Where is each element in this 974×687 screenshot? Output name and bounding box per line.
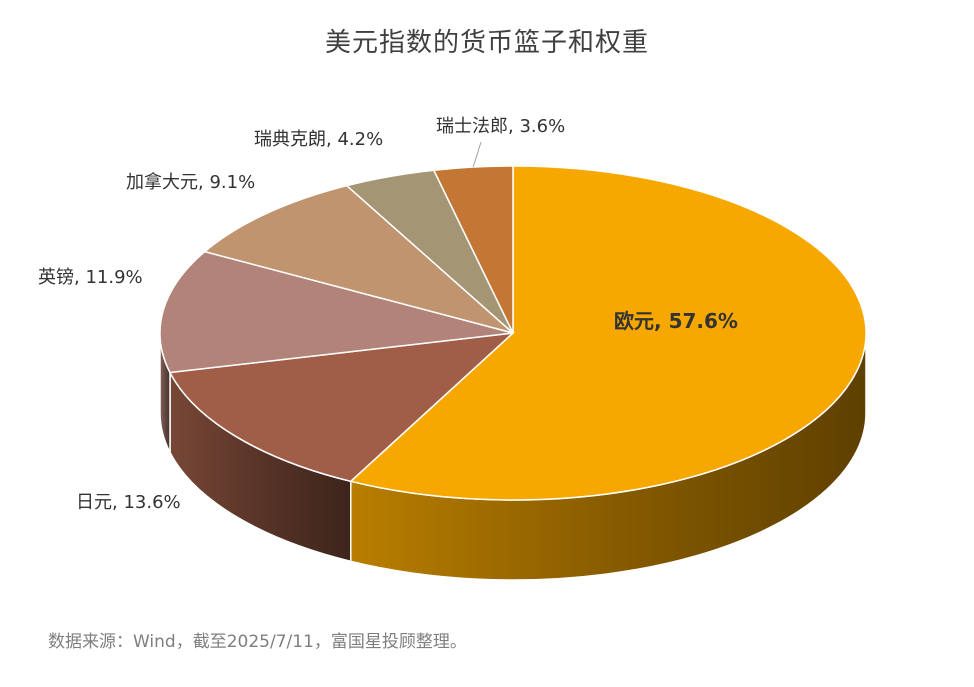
slice-label-3: 加拿大元, 9.1% (126, 171, 255, 193)
pie-slice-2[interactable] (159, 250, 514, 374)
slice-label-1: 日元, 13.6% (76, 492, 181, 513)
slice-label-4: 瑞典克朗, 4.2% (254, 129, 383, 150)
pie-slice-0[interactable] (349, 165, 867, 501)
source-note: 数据来源：Wind，截至2025/7/11，富国星投顾整理。 (48, 632, 467, 652)
pie-slice-5[interactable] (432, 165, 514, 334)
slice-label-2: 英镑, 11.9% (38, 267, 143, 288)
pie-slice-1[interactable] (168, 331, 516, 483)
slice-label-0: 欧元, 57.6% (614, 309, 738, 333)
chart-title: 美元指数的货币篮子和权重 (324, 28, 649, 58)
leader-line (472, 141, 482, 168)
pie-slice-3[interactable] (203, 184, 514, 334)
slice-label-5: 瑞士法郎, 3.6% (436, 116, 565, 137)
